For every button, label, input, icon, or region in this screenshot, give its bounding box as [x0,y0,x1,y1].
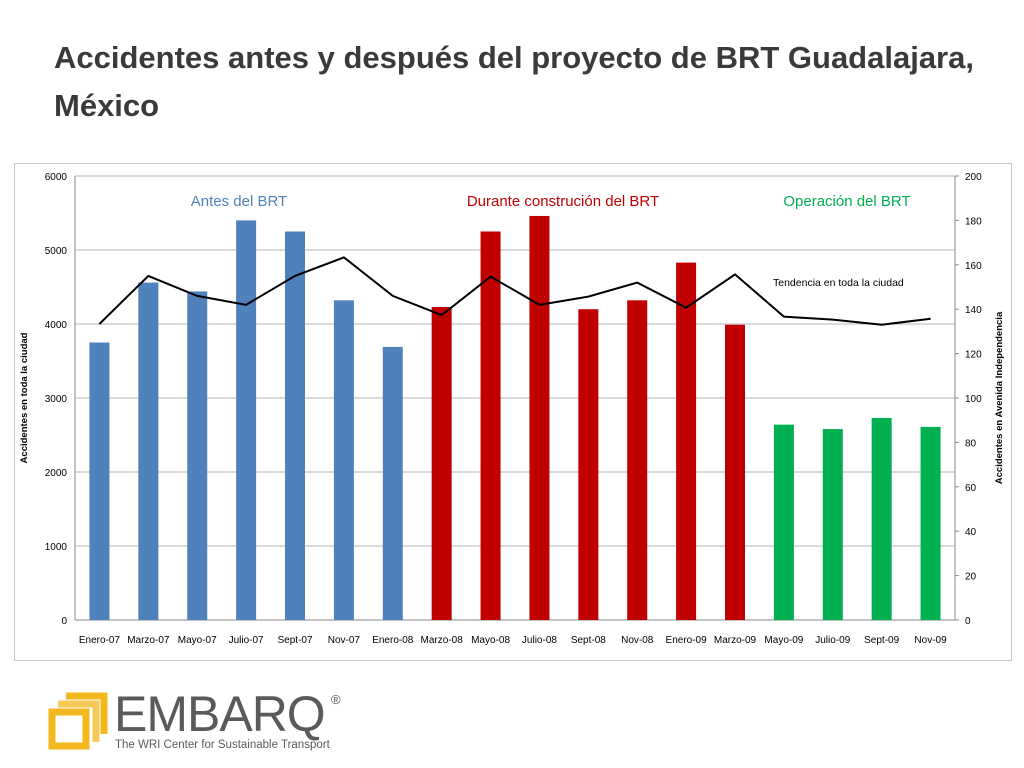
x-tick-label: Sept-07 [277,635,312,646]
y-tick-label: 5000 [45,246,68,257]
y2-tick-label: 200 [965,172,982,183]
logo-registered-mark: ® [331,692,341,707]
chart-frame: 0 1000 2000 3000 4000 5000 6000 0 20 40 60 80 100 120… [14,163,1012,661]
x-tick-label: Sept-09 [864,635,899,646]
bar [138,282,159,620]
bar [676,262,697,620]
x-tick-label: Marzo-09 [714,635,757,646]
x-tick-label: Nov-08 [621,635,654,646]
y-tick-label: 4000 [45,320,68,331]
x-tick-label: Sept-08 [571,635,606,646]
bar [578,309,599,620]
bar [480,231,501,620]
y2-tick-label: 100 [965,394,982,405]
x-tick-label: Enero-07 [79,635,121,646]
embarq-square-icon [48,692,108,750]
bar [627,300,648,620]
x-tick-label: Mayo-08 [471,635,510,646]
y2-tick-label: 160 [965,261,982,272]
bar [431,306,452,620]
x-tick-label: Julio-07 [229,635,264,646]
x-tick-label: Nov-07 [328,635,361,646]
y2-tick-label: 60 [965,483,977,494]
x-tick-label: Enero-09 [666,635,708,646]
y-tick-label: 6000 [45,172,68,183]
bar [725,324,745,620]
phase-label: Durante construción del BRT [467,193,659,210]
y-tick-label: 1000 [45,542,68,553]
y-tick-label: 0 [61,616,67,627]
y2-tick-label: 80 [965,438,977,449]
page-title: Accidentes antes y después del proyecto … [54,40,974,123]
x-tick-label: Mayo-09 [764,635,803,646]
x-tick-label: Nov-09 [914,635,947,646]
trend-line [98,256,931,326]
y2-axis-title: Accidentes en Avenida Independencia [994,311,1005,484]
bar [236,220,257,620]
bar [285,231,305,620]
y2-tick-label: 180 [965,216,982,227]
x-tick-label: Marzo-07 [127,635,170,646]
y2-tick-label: 0 [965,616,971,627]
trend-line-label: Tendencia en toda la ciudad [773,277,904,289]
y-tick-label: 3000 [45,394,68,405]
phase-label: Antes del BRT [191,193,287,210]
y2-tick-label: 20 [965,572,977,583]
bar [529,215,550,620]
bar [822,429,843,620]
x-tick-label: Enero-08 [372,635,414,646]
bar [871,417,892,620]
embarq-logo: EMBARQ ® The WRI Center for Sustainable … [48,686,368,756]
logo-wordmark: EMBARQ [114,686,326,742]
bar [920,426,941,620]
x-tick-label: Julio-09 [815,635,850,646]
x-tick-label: Marzo-08 [421,635,464,646]
logo-tagline: The WRI Center for Sustainable Transport [115,739,330,751]
accidents-chart: 0 1000 2000 3000 4000 5000 6000 0 20 40 60 80 100 120… [19,172,1005,646]
x-tick-label: Julio-08 [522,635,557,646]
bar [773,424,794,620]
y2-tick-label: 40 [965,527,977,538]
phase-label: Operación del BRT [783,193,910,210]
bar [187,291,208,620]
y-tick-label: 2000 [45,468,68,479]
bar [382,346,403,620]
bar [89,342,110,620]
bar [333,300,354,620]
y2-tick-label: 140 [965,305,982,316]
x-tick-label: Mayo-07 [178,635,217,646]
y-axis-title: Accidentes en toda la ciudad [19,332,30,463]
y2-tick-label: 120 [965,350,982,361]
